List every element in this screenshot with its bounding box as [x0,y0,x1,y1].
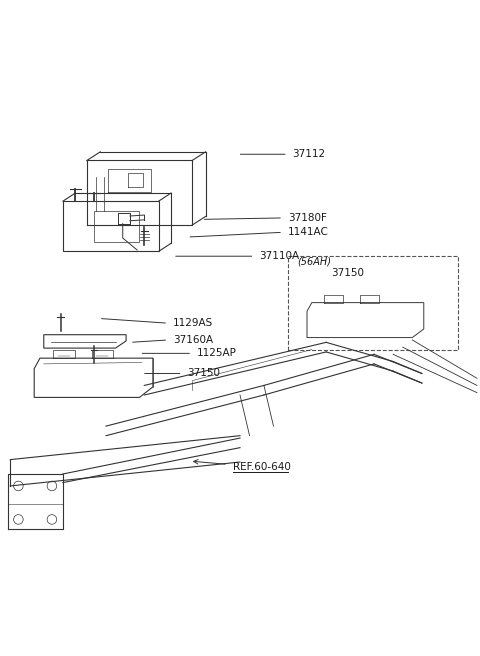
Bar [94,211,140,242]
Text: 37110A: 37110A [259,251,299,261]
Text: 1129AS: 1129AS [173,318,213,328]
Text: 37180F: 37180F [288,213,327,223]
Text: 37160A: 37160A [173,335,213,345]
Text: 37150: 37150 [331,268,364,278]
Bar [288,256,458,350]
Text: 1125AP: 1125AP [197,348,237,358]
Text: 1141AC: 1141AC [288,227,329,237]
Text: 37150: 37150 [187,369,220,379]
Text: (56AH): (56AH) [298,257,331,267]
Text: REF.60-640: REF.60-640 [233,462,291,472]
Text: 37112: 37112 [293,150,326,159]
Bar [63,201,158,251]
